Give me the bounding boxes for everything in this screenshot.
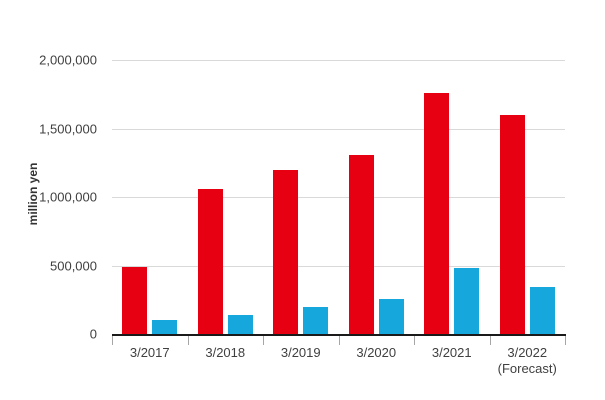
bar-blue-3/2020: [379, 299, 404, 334]
bar-blue-3/2017: [152, 320, 177, 334]
gridline-2,000,000: [112, 60, 565, 61]
bar-red-3/2018: [198, 189, 223, 334]
x-tick-label-3/2017: 3/2017: [129, 345, 170, 360]
y-tick-label: 500,000: [50, 258, 97, 273]
y-tick-label: 1,000,000: [39, 189, 97, 205]
x-tick: [565, 336, 566, 345]
y-tick-label: 1,500,000: [39, 121, 97, 136]
bar-blue-3/2021: [454, 268, 479, 334]
x-tick-label-3/2020: 3/2020: [356, 345, 397, 360]
bar-blue-3/2018: [228, 315, 253, 334]
x-tick: [263, 336, 264, 345]
y-tick-label: 2,000,000: [39, 52, 97, 68]
x-tick: [188, 336, 189, 345]
bar-red-3/2020: [349, 155, 374, 334]
x-tick: [112, 336, 113, 345]
x-tick-label-3/2019: 3/2019: [280, 345, 321, 360]
bar-red-3/2022: [500, 115, 525, 334]
bar-red-3/2019: [273, 170, 298, 334]
x-axis-line: [112, 334, 566, 336]
bar-blue-3/2019: [303, 307, 328, 334]
y-tick-label: 0: [89, 326, 97, 342]
x-tick: [339, 336, 340, 345]
x-tick-sublabel: (Forecast): [497, 361, 557, 376]
gridline-1,500,000: [112, 129, 565, 130]
gridline-500,000: [112, 266, 565, 267]
gridline-1,000,000: [112, 197, 565, 198]
x-tick: [490, 336, 491, 345]
x-tick-label-3/2022: 3/2022 (Forecast): [489, 345, 565, 377]
x-tick: [414, 336, 415, 345]
x-tick-label-3/2021: 3/2021: [431, 345, 472, 360]
x-tick-label-3/2018: 3/2018: [205, 345, 246, 360]
bar-red-3/2021: [424, 93, 449, 334]
bar-red-3/2017: [122, 267, 147, 334]
bar-blue-3/2022: [530, 287, 555, 334]
